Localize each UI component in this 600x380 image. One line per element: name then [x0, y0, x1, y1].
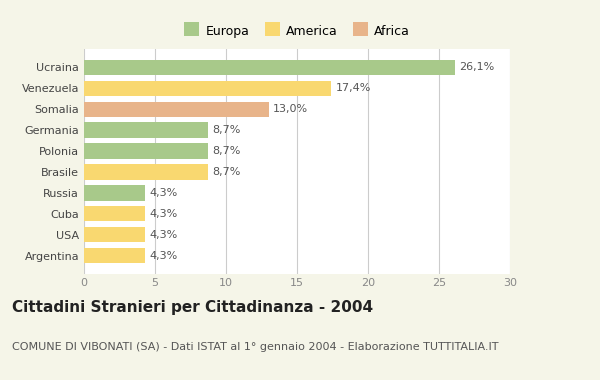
- Text: 26,1%: 26,1%: [459, 62, 494, 72]
- Text: Cittadini Stranieri per Cittadinanza - 2004: Cittadini Stranieri per Cittadinanza - 2…: [12, 300, 373, 315]
- Legend: Europa, America, Africa: Europa, America, Africa: [179, 20, 415, 43]
- Bar: [84, 206, 145, 222]
- Bar: [84, 144, 208, 158]
- Bar: [84, 185, 145, 201]
- Bar: [84, 227, 145, 242]
- Bar: [84, 122, 208, 138]
- Text: COMUNE DI VIBONATI (SA) - Dati ISTAT al 1° gennaio 2004 - Elaborazione TUTTITALI: COMUNE DI VIBONATI (SA) - Dati ISTAT al …: [12, 342, 499, 352]
- Text: 8,7%: 8,7%: [212, 146, 240, 156]
- Text: 4,3%: 4,3%: [149, 230, 178, 240]
- Bar: [84, 81, 331, 96]
- Bar: [84, 165, 208, 179]
- Text: 17,4%: 17,4%: [335, 83, 371, 93]
- Text: 4,3%: 4,3%: [149, 209, 178, 219]
- Text: 4,3%: 4,3%: [149, 251, 178, 261]
- Text: 8,7%: 8,7%: [212, 125, 240, 135]
- Bar: [84, 101, 269, 117]
- Text: 13,0%: 13,0%: [273, 104, 308, 114]
- Bar: [84, 60, 455, 75]
- Text: 4,3%: 4,3%: [149, 188, 178, 198]
- Bar: [84, 248, 145, 263]
- Text: 8,7%: 8,7%: [212, 167, 240, 177]
